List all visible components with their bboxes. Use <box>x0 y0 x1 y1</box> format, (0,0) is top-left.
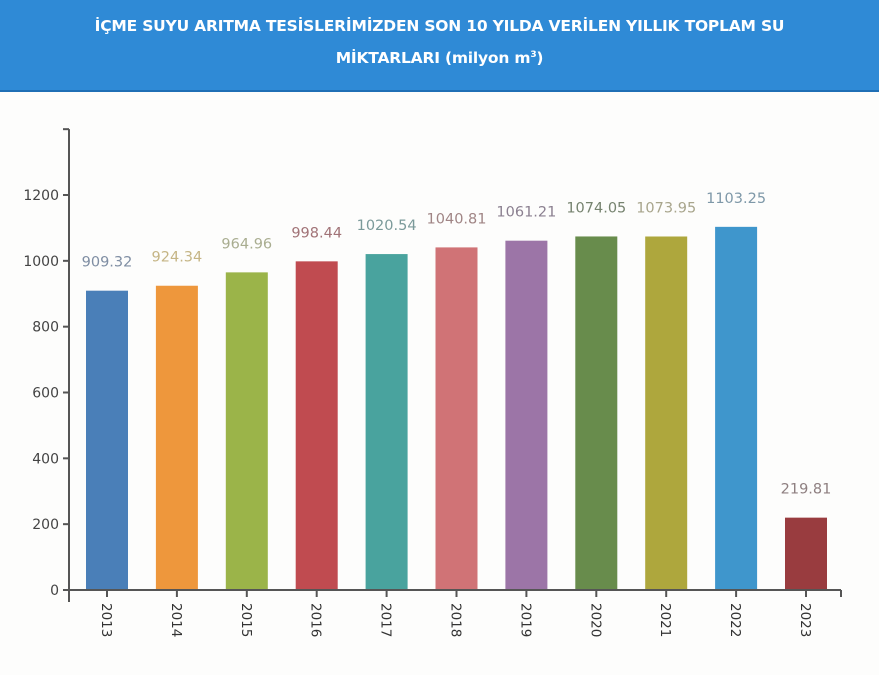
chart-title-banner: İÇME SUYU ARITMA TESİSLERİMİZDEN SON 10 … <box>0 0 879 92</box>
data-label-2023: 219.81 <box>781 482 832 498</box>
data-label-2013: 909.32 <box>82 255 133 271</box>
chart-title-line-1: İÇME SUYU ARITMA TESİSLERİMİZDEN SON 10 … <box>94 17 785 35</box>
data-label-2022: 1103.25 <box>706 191 766 207</box>
chart-title-line-2: MİKTARLARI (milyon m3) <box>0 42 879 74</box>
data-label-2018: 1040.81 <box>427 211 487 227</box>
data-label-2015: 964.96 <box>221 236 272 252</box>
bar-2017[interactable] <box>365 254 408 590</box>
data-label-2014: 924.34 <box>152 250 203 266</box>
bar-2021[interactable] <box>645 236 688 590</box>
bar-2015[interactable] <box>225 272 268 590</box>
bars: 909.32 924.34 964.96 998.44 1020.54 1040.81 10… <box>82 191 832 591</box>
y-tick-label: 200 <box>32 517 59 533</box>
x-tick-label-2022: 2022 <box>727 603 743 637</box>
x-axis: 2013 2014 2015 2016 2017 2018 2019 2020 2021 2022… <box>69 589 842 637</box>
x-tick-label-2015: 2015 <box>238 603 254 637</box>
title-unit-superscript: 3 <box>530 49 537 60</box>
y-tick-label: 1000 <box>23 254 59 270</box>
y-tick-label: 600 <box>32 386 59 402</box>
title-unit-close: ) <box>536 49 544 67</box>
bar-2018[interactable] <box>435 247 478 591</box>
x-tick-label-2016: 2016 <box>308 603 324 637</box>
bar-2014[interactable] <box>155 285 198 590</box>
bar-2020[interactable] <box>575 236 618 590</box>
x-tick-label-2014: 2014 <box>168 603 184 637</box>
y-tick-label: 0 <box>50 583 59 599</box>
bar-2023[interactable] <box>785 517 827 590</box>
x-tick-label-2013: 2013 <box>98 603 114 637</box>
title-unit-text: MİKTARLARI (milyon m <box>335 49 531 67</box>
data-label-2020: 1074.05 <box>566 200 626 216</box>
bar-2013[interactable] <box>86 290 128 590</box>
bar-2019[interactable] <box>505 240 548 590</box>
y-tick-label: 800 <box>32 320 59 336</box>
x-tick-label-2023: 2023 <box>797 603 813 637</box>
x-tick-label-2017: 2017 <box>378 603 394 637</box>
y-tick-label: 1200 <box>23 188 59 204</box>
bar-2022[interactable] <box>715 226 758 591</box>
data-label-2017: 1020.54 <box>357 218 417 234</box>
y-axis: 0 200 400 600 800 1000 1200 <box>23 128 70 602</box>
y-tick-label: 400 <box>32 451 59 467</box>
x-tick-label-2021: 2021 <box>657 603 673 637</box>
x-tick-label-2019: 2019 <box>517 603 533 637</box>
data-label-2019: 1061.21 <box>496 205 556 221</box>
bar-2016[interactable] <box>295 261 338 590</box>
bar-chart: 0 200 400 600 800 1000 1200 909.32 924.34 964.96… <box>23 128 842 637</box>
data-label-2016: 998.44 <box>291 225 342 241</box>
data-label-2021: 1073.95 <box>636 200 696 216</box>
x-tick-label-2020: 2020 <box>587 603 603 637</box>
x-tick-label-2018: 2018 <box>448 603 464 637</box>
